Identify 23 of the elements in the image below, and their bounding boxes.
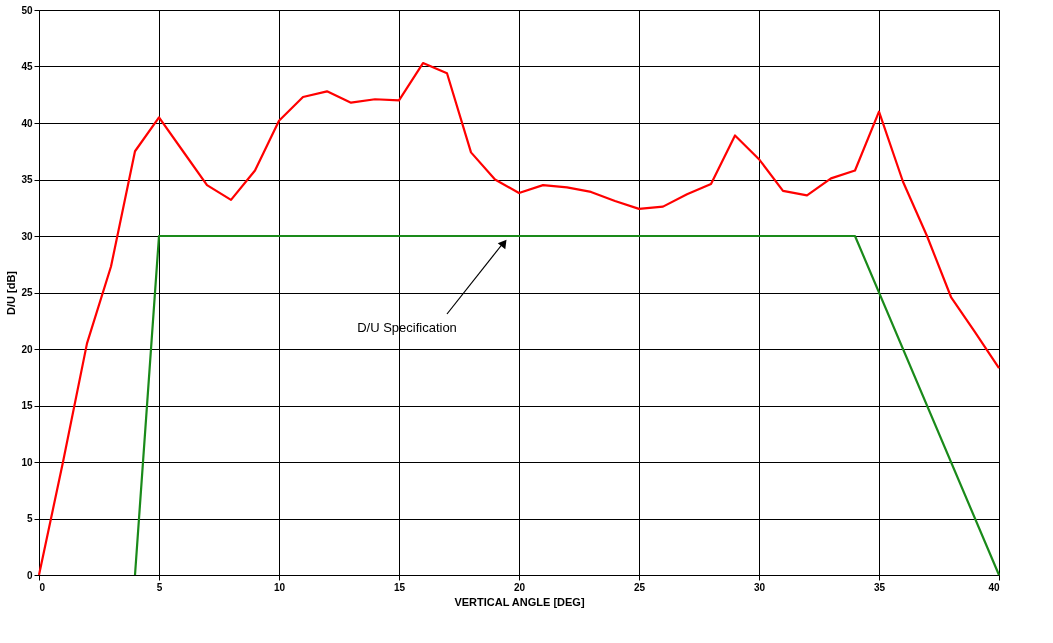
- line-series: [37, 62, 1001, 577]
- x-tick-label: 5: [156, 581, 163, 593]
- y-tick-label: 15: [21, 400, 33, 411]
- y-axis-title: D/U [dB]: [5, 270, 18, 315]
- x-tick-label: 20: [513, 581, 526, 593]
- y-tick-label: 20: [21, 343, 33, 355]
- x-tick-label: 30: [753, 581, 766, 593]
- y-tick-label: 40: [21, 117, 33, 129]
- x-tick-label: 25: [633, 581, 646, 593]
- x-tick-label: 35: [873, 581, 886, 593]
- x-tick-label: 15: [393, 581, 406, 593]
- y-tick-label: 30: [21, 230, 33, 242]
- x-tick-label: 40: [988, 581, 1000, 593]
- y-tick-label: 25: [21, 287, 33, 298]
- y-tick-label: 45: [21, 61, 33, 72]
- y-tick-label: 5: [26, 513, 33, 524]
- y-tick-label: 35: [21, 174, 33, 185]
- x-tick-label: 10: [273, 581, 286, 593]
- y-tick-label: 10: [21, 456, 33, 468]
- x-axis-title: VERTICAL ANGLE [DEG]: [454, 595, 585, 608]
- y-tick-label: 50: [21, 4, 33, 16]
- x-tick-label: 0: [39, 581, 46, 593]
- y-tick-label: 0: [26, 569, 33, 581]
